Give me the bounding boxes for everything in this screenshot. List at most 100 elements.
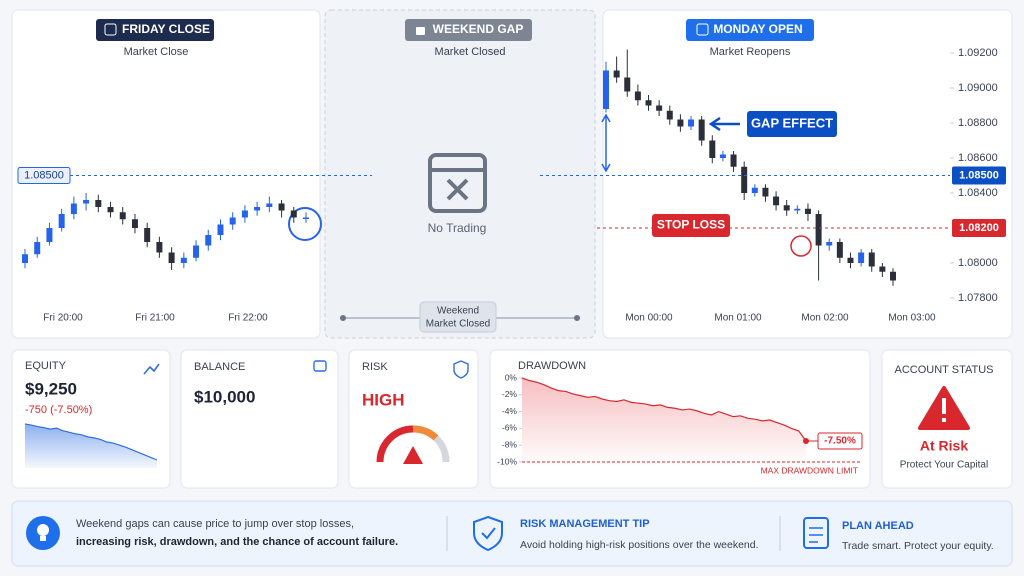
slider-dot xyxy=(574,315,580,321)
level-label: 1.08500 xyxy=(959,169,999,181)
tip-text: Avoid holding high-risk positions over t… xyxy=(520,539,759,551)
candle-body xyxy=(217,224,224,235)
candle-body xyxy=(266,203,273,207)
card-value: At Risk xyxy=(920,438,968,454)
candle-body xyxy=(144,228,151,242)
subtitle: Market Reopens xyxy=(710,46,791,58)
candle-body xyxy=(773,196,780,206)
card-label: DRAWDOWN xyxy=(518,360,586,372)
badge-text: WEEKEND GAP xyxy=(433,22,524,36)
candle-body xyxy=(168,252,175,263)
stop-box xyxy=(952,219,1006,237)
candle-body xyxy=(719,154,726,158)
candle-body xyxy=(751,187,758,193)
icon xyxy=(416,27,425,35)
gauge xyxy=(433,435,450,463)
tips-bar xyxy=(11,500,1013,567)
balance-card xyxy=(180,349,339,489)
friday-panel xyxy=(11,9,321,339)
subtitle: Market Closed xyxy=(435,46,506,58)
gauge xyxy=(376,425,414,463)
candle-body xyxy=(229,217,236,225)
icon xyxy=(453,360,469,379)
x-tick-label: Mon 02:00 xyxy=(801,313,849,324)
candle-body xyxy=(847,257,854,263)
candle-body xyxy=(836,242,843,258)
tip-text: increasing risk, drawdown, and the chanc… xyxy=(76,536,398,548)
badge-text: MONDAY OPEN xyxy=(713,22,802,36)
x-tick-label: Fri 21:00 xyxy=(135,313,175,324)
tip-title: PLAN AHEAD xyxy=(842,520,914,532)
y-tick-label: 1.07800 xyxy=(958,292,998,304)
candle-body xyxy=(688,119,695,127)
stop-name: STOP LOSS xyxy=(657,218,725,232)
level-box xyxy=(17,167,71,184)
candle-body xyxy=(58,214,65,228)
slider-text: Market Closed xyxy=(426,319,490,330)
y-tick-label: 1.08600 xyxy=(958,152,998,164)
card-label: EQUITY xyxy=(25,360,67,372)
slider-text: Weekend xyxy=(437,306,479,317)
candle-body xyxy=(22,254,28,263)
icon xyxy=(37,524,49,536)
card-note: Protect Your Capital xyxy=(900,460,988,471)
candle-body xyxy=(634,91,641,101)
y-tick-label: 0% xyxy=(505,372,518,382)
candle-body xyxy=(858,252,865,263)
card-value: $9,250 xyxy=(25,379,77,398)
equity-area xyxy=(25,424,157,468)
candle-body xyxy=(46,228,53,242)
level-label: 1.08500 xyxy=(24,169,64,181)
slider-label xyxy=(419,301,497,333)
candle-body xyxy=(205,235,212,246)
candle-body xyxy=(119,212,126,220)
tip-title: RISK MANAGEMENT TIP xyxy=(520,518,650,530)
candle-body xyxy=(34,242,41,255)
candle-body xyxy=(826,242,833,246)
badge xyxy=(686,19,814,41)
tip-text: Trade smart. Protect your equity. xyxy=(842,540,994,552)
shield-icon xyxy=(473,515,503,552)
candle-body xyxy=(815,214,822,246)
y-tick-label: 1.08000 xyxy=(958,257,998,269)
candle-body xyxy=(879,266,886,272)
gap-arrow xyxy=(601,113,611,173)
candle-body xyxy=(156,242,163,253)
warning-icon xyxy=(403,446,423,464)
icon xyxy=(942,418,946,422)
card-label: ACCOUNT STATUS xyxy=(894,364,993,376)
y-tick-label: -10% xyxy=(497,456,517,466)
icon xyxy=(143,363,160,375)
y-tick-label: -8% xyxy=(502,439,518,449)
y-tick-label: 1.08400 xyxy=(958,187,998,199)
card-label: RISK xyxy=(362,361,388,373)
x-tick-label: Mon 03:00 xyxy=(888,313,936,324)
x-tick-label: Mon 01:00 xyxy=(714,313,762,324)
candle-body xyxy=(624,77,631,92)
drawdown-area xyxy=(522,378,806,462)
candle-body xyxy=(656,105,663,111)
slider-dot xyxy=(340,315,346,321)
icon xyxy=(104,23,117,36)
weekend-panel xyxy=(324,9,596,339)
candle-body xyxy=(698,119,705,141)
icon xyxy=(942,398,946,414)
candle-body xyxy=(666,110,673,120)
candle-body xyxy=(95,200,102,207)
candle-body xyxy=(254,207,261,211)
candle-body xyxy=(709,140,716,158)
tip-text: Weekend gaps can cause price to jump ove… xyxy=(76,518,354,530)
stop-label: 1.08200 xyxy=(959,222,999,234)
equity-line xyxy=(24,423,158,461)
card-label: BALANCE xyxy=(194,361,245,373)
y-tick-label: -4% xyxy=(502,406,518,416)
card-change: -750 (-7.50%) xyxy=(25,404,92,416)
icon xyxy=(446,178,469,201)
candle-body xyxy=(131,219,138,228)
icon xyxy=(696,23,709,36)
candle-body xyxy=(83,200,90,204)
badge-text: FRIDAY CLOSE xyxy=(122,22,210,36)
x-tick-label: Fri 20:00 xyxy=(43,313,83,324)
